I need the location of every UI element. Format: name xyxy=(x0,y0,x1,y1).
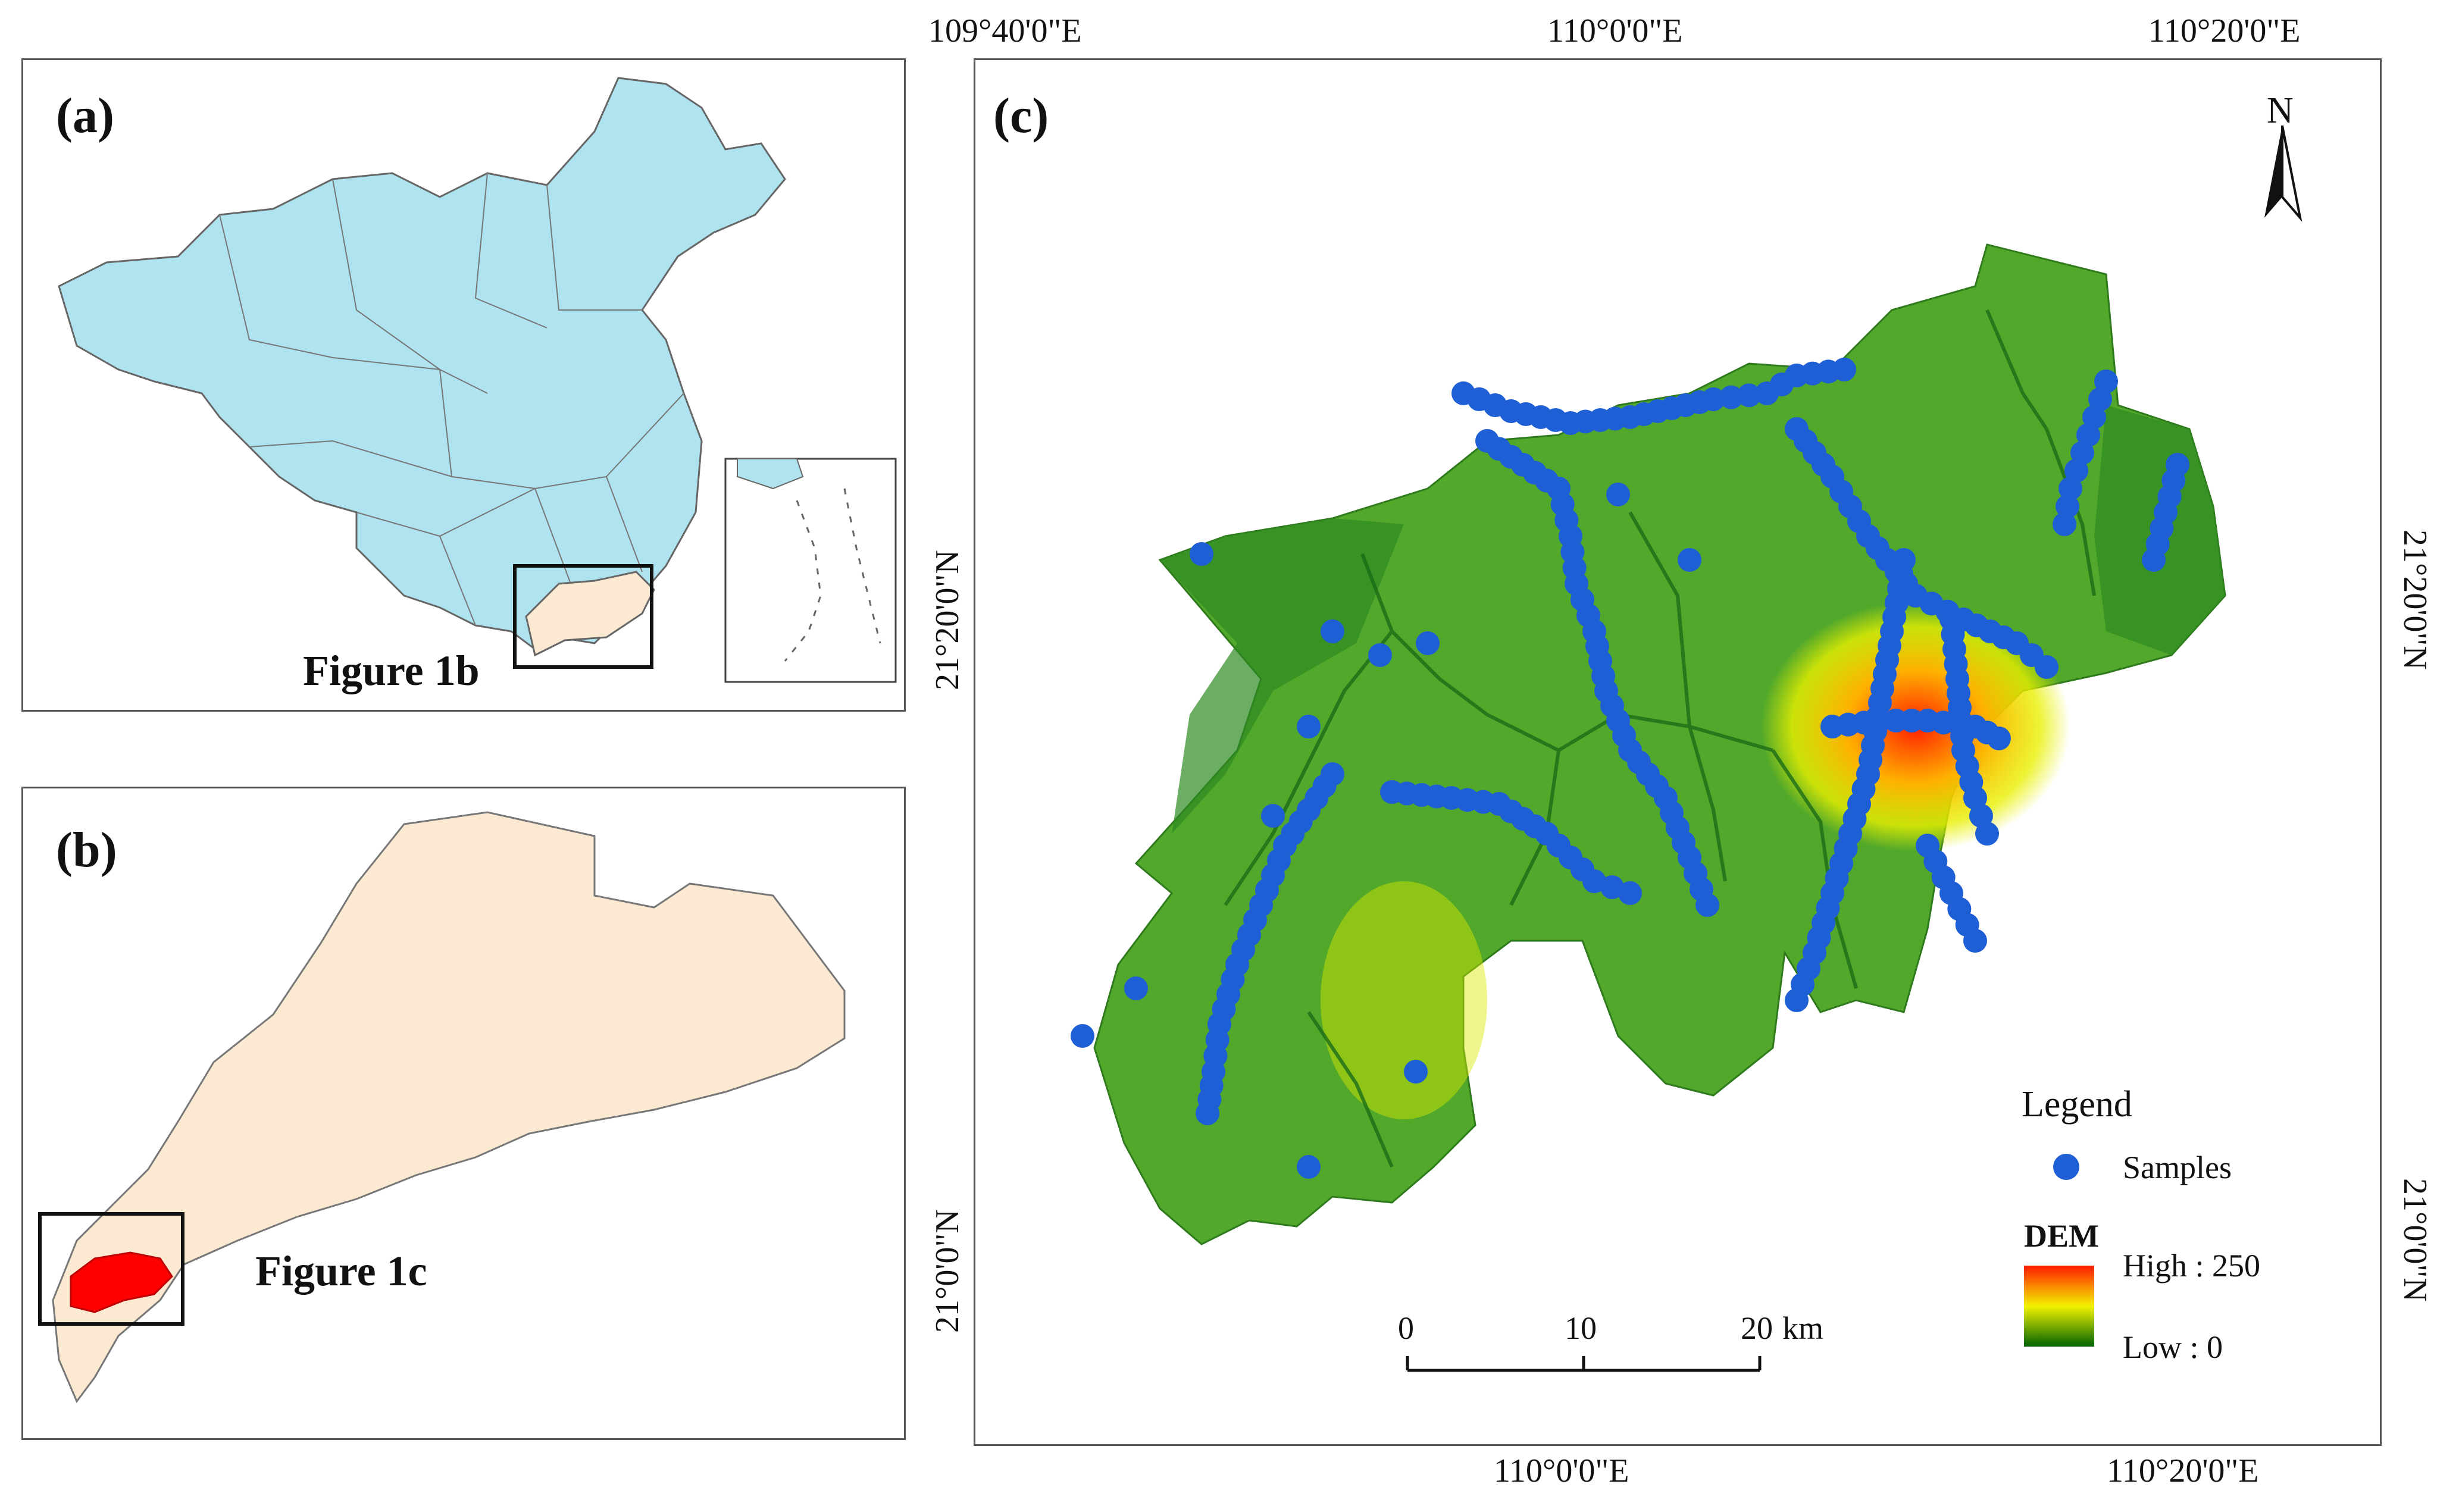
sample-point xyxy=(1261,804,1285,828)
bottom-tick-1: 110°0'0"E xyxy=(1494,1452,1629,1489)
inset-coast xyxy=(737,458,804,490)
figure-1b-box xyxy=(513,564,653,669)
sample-point xyxy=(1124,976,1148,1000)
sample-point xyxy=(1297,1155,1321,1179)
panel-a: (a) Figure 1b xyxy=(21,58,906,712)
sample-point xyxy=(1190,542,1213,566)
legend-sample-symbol xyxy=(2053,1154,2079,1180)
dem-map xyxy=(1071,125,2303,1372)
legend-dem-title: DEM xyxy=(2024,1218,2099,1254)
left-tick-2: 21°0'0"N xyxy=(929,1209,966,1333)
china-map xyxy=(58,77,897,683)
sample-point xyxy=(1678,548,1701,572)
study-area xyxy=(70,1251,173,1313)
figure-1c-box xyxy=(38,1212,184,1326)
sample-point xyxy=(2056,494,2079,518)
panel-c: (c) xyxy=(974,58,2382,1446)
dem-color-ramp xyxy=(2024,1266,2094,1347)
sample-point xyxy=(1606,483,1630,506)
guangdong-fill xyxy=(525,571,655,657)
south-china-sea-inset xyxy=(724,458,897,683)
top-tick-3: 110°20'0"E xyxy=(2148,12,2301,49)
top-tick-2: 110°0'0"E xyxy=(1547,12,1683,49)
scale-label-10: 10 xyxy=(1565,1310,1597,1346)
sample-point xyxy=(1297,715,1321,738)
sample-point xyxy=(1701,387,1725,411)
sample-point xyxy=(2053,512,2076,536)
province-borders xyxy=(219,173,684,626)
china-outline xyxy=(58,77,786,650)
southwest-highland xyxy=(1321,881,1487,1119)
north-label: N xyxy=(2267,90,2294,131)
north-arrow-icon xyxy=(2264,125,2303,223)
sample-point xyxy=(1368,643,1392,667)
sample-point xyxy=(1785,988,1809,1012)
sample-point xyxy=(1695,893,1719,917)
legend-samples-label: Samples xyxy=(2123,1150,2232,1185)
panel-b: (b) Figure 1c xyxy=(21,787,906,1440)
sample-point xyxy=(1832,358,1856,381)
sample-point xyxy=(1071,1024,1094,1048)
legend-title: Legend xyxy=(2022,1084,2132,1125)
figure-1c-label: Figure 1c xyxy=(255,1247,427,1295)
right-tick-2: 21°0'0"N xyxy=(2397,1178,2433,1302)
figure-1b-label: Figure 1b xyxy=(303,647,480,694)
legend-dem-high: High : 250 xyxy=(2123,1248,2261,1284)
sample-point xyxy=(1975,822,1999,846)
sample-point xyxy=(1737,383,1761,408)
scale-label-0: 0 xyxy=(1398,1310,1414,1346)
guangdong-map xyxy=(38,811,846,1403)
legend-dem-low: Low : 0 xyxy=(2123,1329,2223,1365)
sample-point xyxy=(2142,548,2166,572)
sample-point xyxy=(1196,1101,1219,1125)
sample-point xyxy=(1618,881,1642,905)
sample-point xyxy=(2035,655,2059,679)
northwest-dark-terrain xyxy=(1160,518,1404,834)
samples-layer xyxy=(1071,358,2189,1179)
sample-point xyxy=(1719,385,1743,409)
panel-c-label: (c) xyxy=(993,88,1049,143)
panel-a-label: (a) xyxy=(56,88,114,143)
sample-point xyxy=(1404,1060,1428,1084)
scale-bar xyxy=(1406,1356,1762,1372)
sample-point xyxy=(1321,619,1344,643)
bottom-tick-2: 110°20'0"E xyxy=(2107,1452,2259,1489)
sample-point xyxy=(1987,727,2011,750)
sample-point xyxy=(2059,477,2082,500)
top-tick-1: 109°40'0"E xyxy=(928,12,1082,49)
guangdong-outline xyxy=(52,811,846,1403)
right-tick-1: 21°20'0"N xyxy=(2397,530,2433,670)
scale-unit: km xyxy=(1782,1310,1824,1346)
panel-b-label: (b) xyxy=(56,822,117,878)
scale-label-20: 20 xyxy=(1741,1310,1773,1346)
left-tick-1: 21°20'0"N xyxy=(929,550,966,690)
sample-point xyxy=(1416,631,1440,655)
sample-point xyxy=(1963,929,1987,953)
inset-dashes xyxy=(784,488,881,662)
